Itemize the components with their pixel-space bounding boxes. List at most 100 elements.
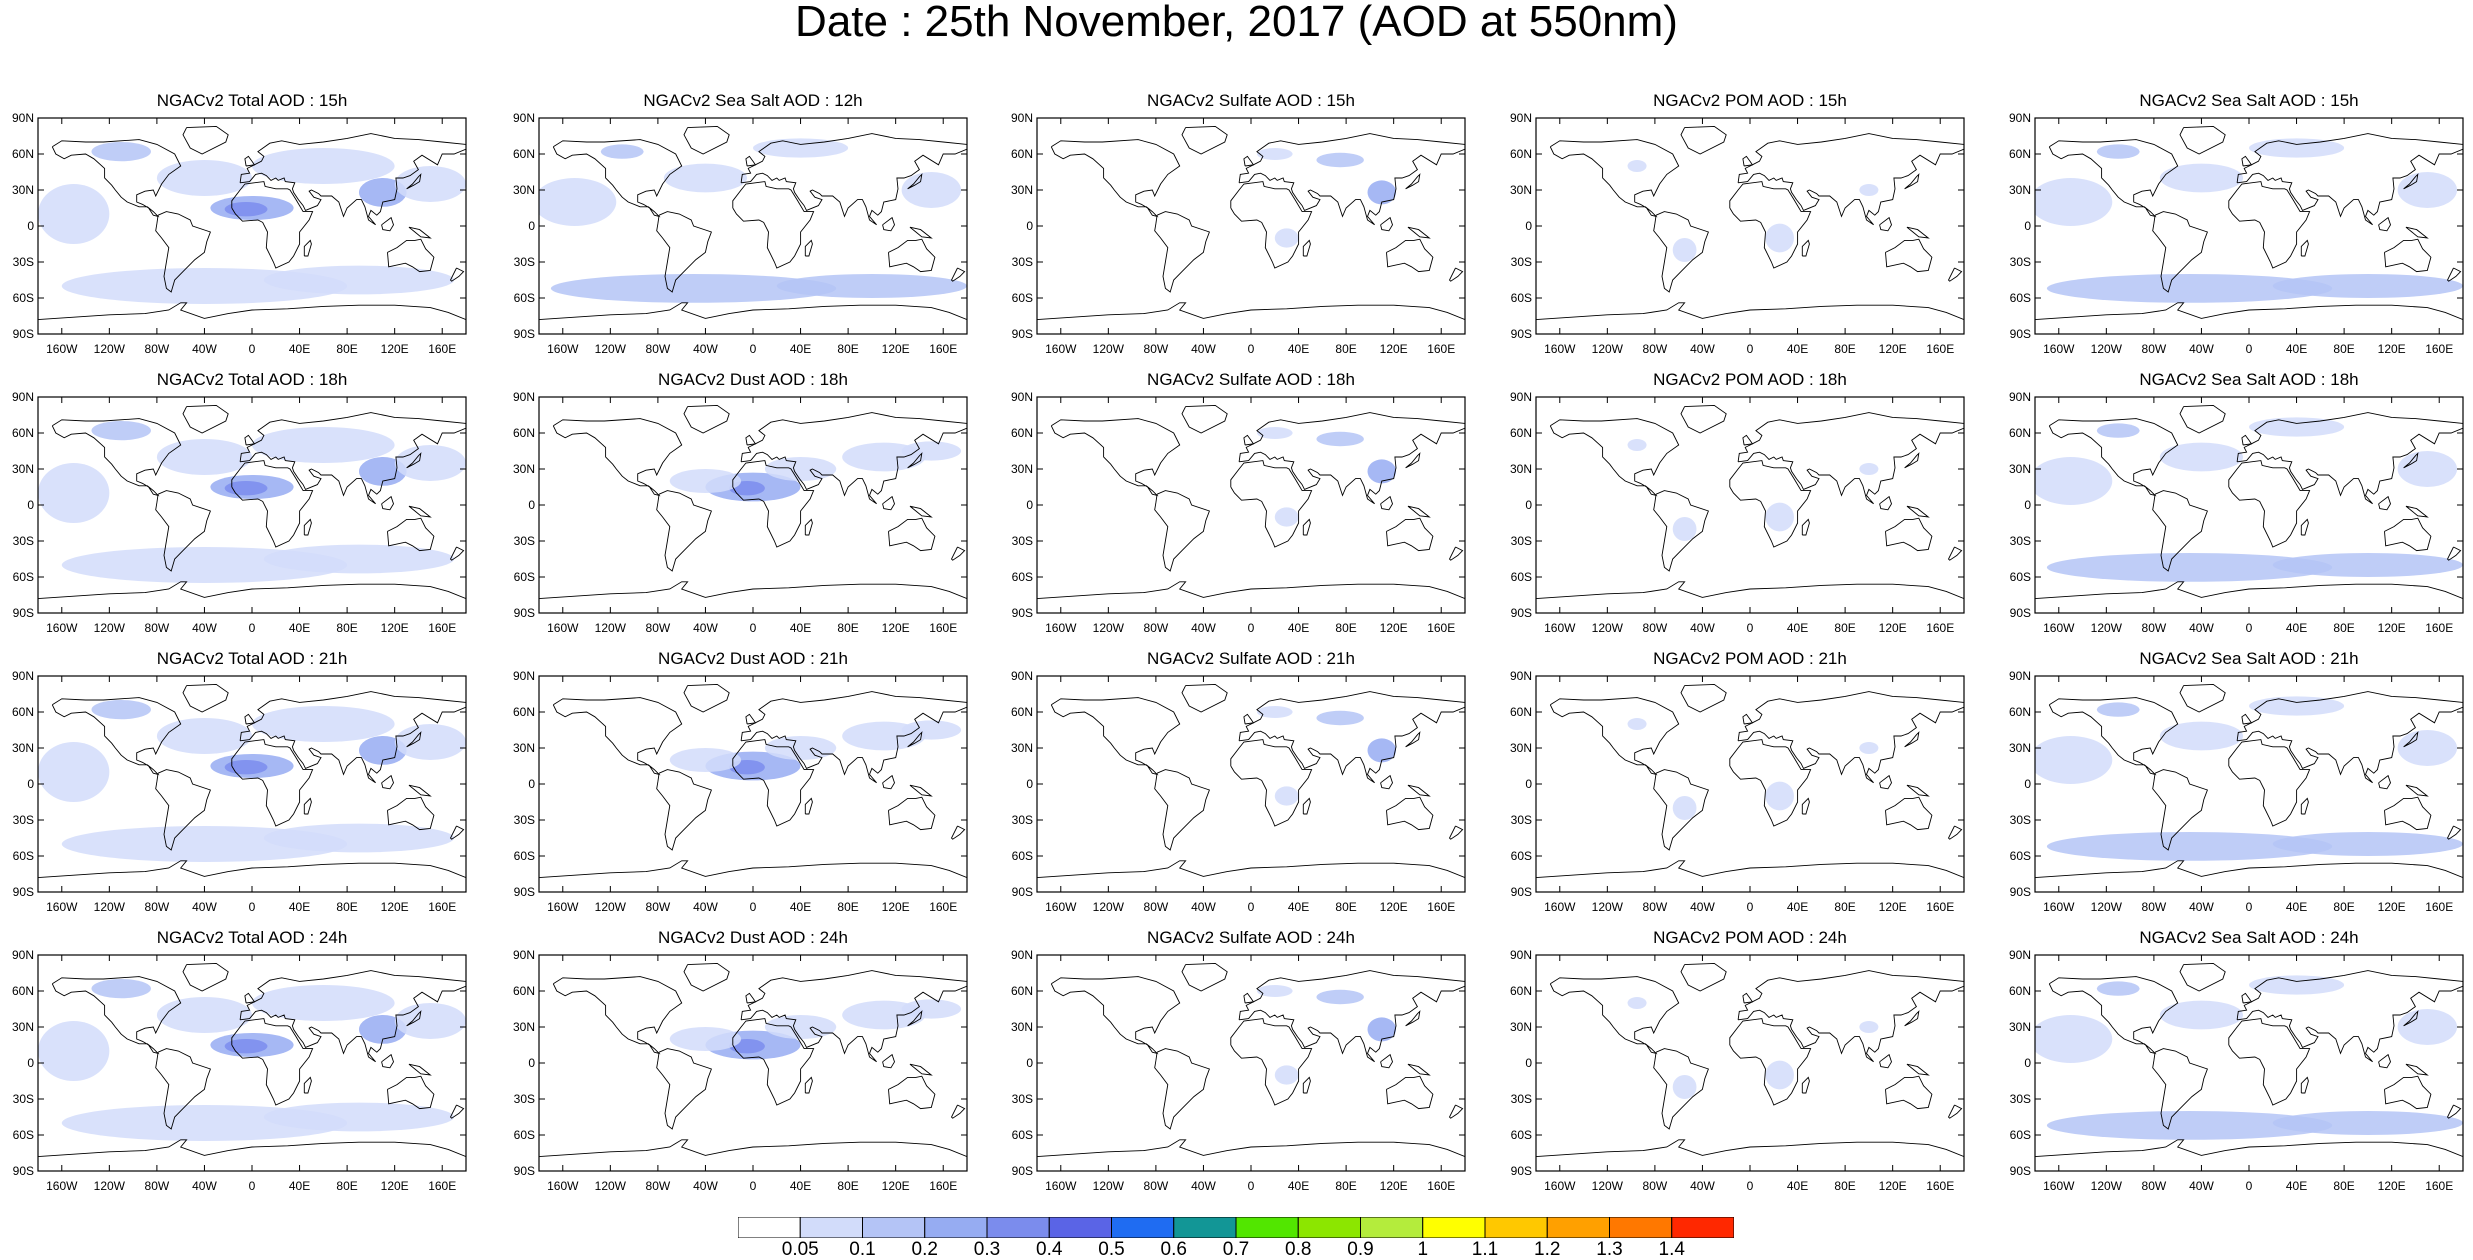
lat-label: 90N: [1510, 390, 1532, 404]
coastline-new-guinea: [1906, 226, 1930, 239]
aod-field: [38, 142, 466, 304]
aod-contour: [2035, 1015, 2113, 1063]
map-panel: NGACv2 Sea Salt AOD : 18h 90N 60N 30N 0 30S 60…: [1997, 369, 2473, 645]
coastline-great-britain: [2241, 713, 2253, 725]
coastline-africa: [231, 460, 314, 548]
coastline-new-guinea: [408, 505, 432, 518]
aod-contour: [764, 736, 837, 760]
coastline-new-zealand: [449, 546, 465, 561]
aod-contour: [1672, 1075, 1697, 1099]
lon-label: 80W: [1643, 621, 1668, 635]
lat-label: 90S: [1012, 1164, 1033, 1178]
lon-label: 80W: [2142, 1179, 2167, 1193]
coastline-new-zealand: [950, 546, 966, 561]
coastline-north-america: [51, 697, 182, 776]
lon-label: 160W: [1544, 621, 1576, 635]
map-panel: NGACv2 POM AOD : 15h 90N 60N 30N 0 30S 60S 90S 1…: [1498, 90, 2004, 366]
aod-contour: [1274, 1065, 1299, 1085]
lat-label: 30N: [1510, 1020, 1532, 1034]
coastline-new-guinea: [1906, 1063, 1930, 1076]
coastline-madagascar: [804, 797, 813, 815]
lat-label: 60N: [1011, 426, 1033, 440]
map-panel: NGACv2 Sea Salt AOD : 21h 90N 60N 30N 0 30S 60…: [1997, 648, 2473, 924]
lon-label: 80W: [2142, 342, 2167, 356]
coastline-australia: [888, 796, 936, 831]
coastline-greenland: [182, 125, 229, 155]
lon-label: 160W: [547, 900, 579, 914]
coastline-north-america: [1549, 976, 1680, 1055]
coastline-eurasia: [740, 412, 967, 505]
lat-label: 0: [1525, 1056, 1532, 1070]
coastline-japan: [2403, 1010, 2419, 1027]
aod-contour: [38, 742, 110, 802]
lat-label: 90S: [1511, 885, 1532, 899]
lon-label: 40W: [693, 900, 718, 914]
lat-label: 30S: [2010, 813, 2031, 827]
lon-label: 80E: [336, 621, 357, 635]
coastline-new-zealand: [1947, 825, 1963, 840]
aod-contour: [1765, 502, 1794, 532]
aod-contour: [1627, 160, 1647, 172]
lat-label: 60S: [1511, 570, 1532, 584]
lat-label: 60S: [13, 570, 34, 584]
colorbar-swatch: [1609, 1217, 1673, 1238]
aod-contour: [1256, 148, 1293, 160]
coastline-madagascar: [2300, 797, 2309, 815]
lon-label: 120W: [94, 342, 126, 356]
coastline-antarctica-coast: [1536, 581, 1964, 600]
lat-label: 90N: [1011, 669, 1033, 683]
coastline-south-america: [1653, 211, 1709, 293]
aod-contour: [2046, 832, 2333, 861]
colorbar-swatch: [1173, 1217, 1237, 1238]
coastline-great-britain: [244, 713, 256, 725]
coastline-indonesia-borneo: [1380, 1053, 1393, 1069]
coastline-japan: [1405, 173, 1421, 190]
coastline-new-guinea: [2405, 1063, 2429, 1076]
coastline-africa: [732, 739, 815, 827]
aod-contour: [224, 760, 268, 775]
coastline-south-america: [656, 490, 712, 572]
colorbar-swatch: [1360, 1217, 1424, 1238]
aod-contour: [2096, 702, 2140, 717]
coastline-greenland: [683, 962, 730, 992]
lon-label: 80E: [1834, 1179, 1855, 1193]
lon-label: 120E: [381, 900, 409, 914]
lat-label: 0: [2024, 219, 2031, 233]
coastline-north-america: [1549, 418, 1680, 497]
aod-contour: [263, 544, 455, 574]
map-plot-area: 90N 60N 30N 0 30S 60S 90S 160W 120W 80W 40W 0 40E 80E…: [2009, 111, 2464, 356]
lon-label: 40W: [1191, 621, 1216, 635]
aod-field: [669, 999, 962, 1060]
coastline-australia: [1885, 1075, 1933, 1110]
coastline-north-america: [51, 139, 182, 218]
lat-label: 90N: [2009, 390, 2031, 404]
coastline-greenland: [1680, 125, 1727, 155]
map-panel-svg: NGACv2 Dust AOD : 18h 90N 60N 30N 0 30S 60S 90S…: [513, 370, 968, 635]
lat-label: 60N: [513, 984, 535, 998]
lon-label: 160W: [2043, 1179, 2075, 1193]
lat-label: 30N: [1510, 462, 1532, 476]
map-panel: NGACv2 Sulfate AOD : 18h 90N 60N 30N 0 30S 60S…: [999, 369, 1505, 645]
map-plot-area: 90N 60N 30N 0 30S 60S 90S 160W 120W 80W 40W 0 40E 80E…: [2009, 390, 2464, 635]
coastline-south-america: [1653, 490, 1709, 572]
lon-label: 120E: [2378, 1179, 2406, 1193]
panel-title: NGACv2 Total AOD : 15h: [157, 91, 348, 110]
coastline-antarctica-coast: [1037, 302, 1465, 321]
coastline-indonesia-borneo: [1879, 216, 1892, 232]
coastline-new-guinea: [1407, 226, 1431, 239]
coastline-africa: [231, 181, 314, 269]
lon-label: 160W: [1544, 900, 1576, 914]
lon-label: 40W: [2189, 621, 2214, 635]
lat-label: 60N: [12, 984, 34, 998]
lon-label: 120W: [1093, 1179, 1125, 1193]
coastlines: [38, 683, 466, 879]
map-plot-area: 90N 60N 30N 0 30S 60S 90S 160W 120W 80W 40W 0 40E 80E…: [1011, 111, 1466, 356]
coastline-madagascar: [1302, 239, 1311, 257]
coastline-south-america: [1154, 1048, 1210, 1130]
lon-label: 160E: [1926, 621, 1954, 635]
coastline-eurasia: [1238, 412, 1465, 505]
lon-label: 40E: [1787, 900, 1808, 914]
coastline-south-america: [1653, 769, 1709, 851]
map-panel-svg: NGACv2 Total AOD : 24h90N60N30N030S60S90…: [12, 928, 467, 1193]
coastlines: [1536, 125, 1964, 321]
